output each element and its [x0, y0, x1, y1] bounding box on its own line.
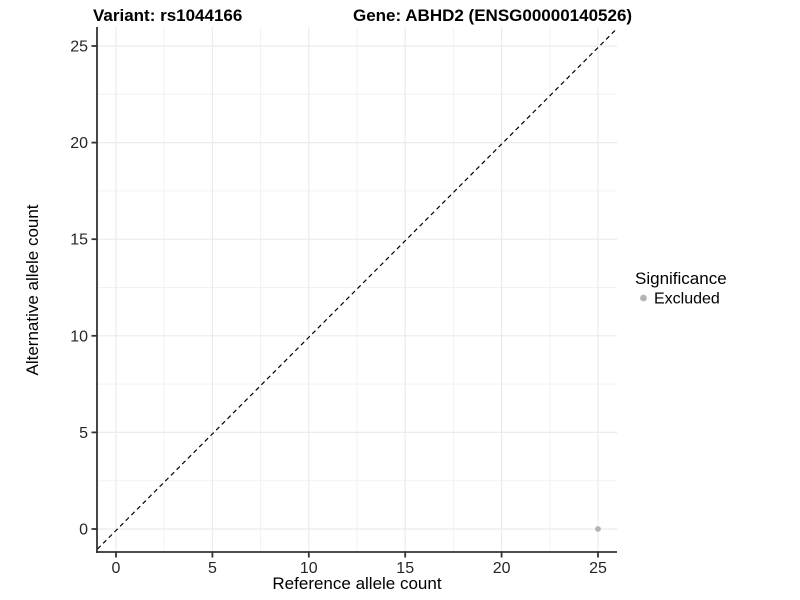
y-axis-title: Alternative allele count — [23, 204, 42, 375]
y-tick-label: 5 — [79, 425, 88, 442]
identity-dashed-line — [97, 28, 617, 550]
x-tick-label: 5 — [208, 560, 217, 577]
legend: Significance Excluded — [635, 269, 727, 308]
plot-title-variant: Variant: rs1044166 — [93, 6, 242, 25]
x-tick-label: 20 — [493, 560, 511, 577]
y-tick-label: 20 — [70, 135, 88, 152]
y-tick-label: 15 — [70, 232, 88, 249]
x-axis-title: Reference allele count — [272, 574, 441, 593]
legend-key-excluded-dot — [640, 294, 647, 302]
x-tick-label: 0 — [112, 560, 121, 577]
legend-title: Significance — [635, 269, 727, 288]
identity-line-layer — [97, 28, 617, 550]
legend-entry-excluded-label: Excluded — [654, 291, 720, 308]
data-point-excluded — [595, 526, 601, 532]
x-tick-label: 15 — [396, 560, 414, 577]
gridline-layer — [97, 27, 617, 552]
x-tick-label: 10 — [300, 560, 318, 577]
y-tick-label: 10 — [70, 328, 88, 345]
y-tick-label: 0 — [79, 522, 88, 539]
data-point-layer — [595, 526, 601, 532]
x-tick-label: 25 — [589, 560, 607, 577]
y-tick-label: 25 — [70, 39, 88, 56]
axis-layer: 0 5 10 15 20 25 0 5 10 15 20 25 — [70, 27, 617, 577]
plot-title-gene: Gene: ABHD2 (ENSG00000140526) — [353, 6, 632, 25]
